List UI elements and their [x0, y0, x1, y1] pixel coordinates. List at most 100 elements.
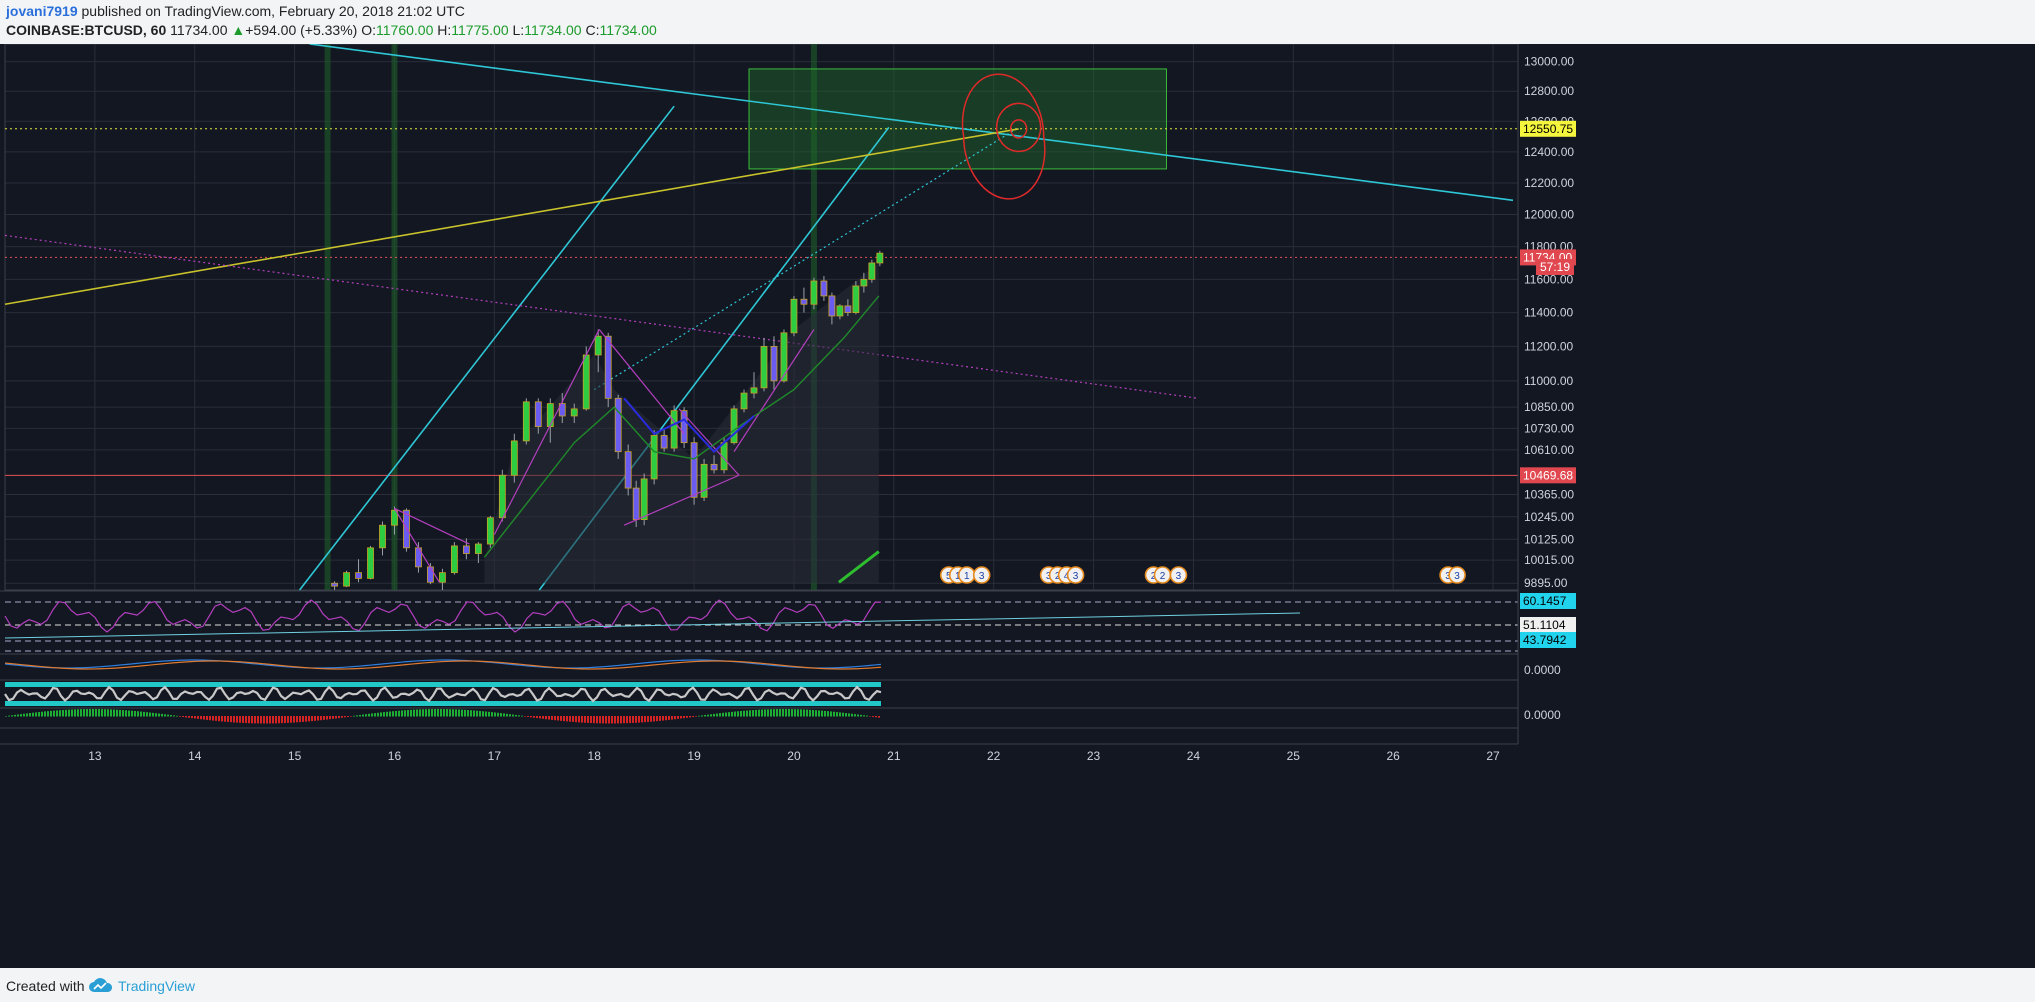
histogram-bar — [842, 712, 844, 717]
histogram-bar — [20, 714, 22, 717]
histogram-bar — [635, 716, 637, 723]
event-count-label: 3 — [979, 571, 985, 582]
histogram-bar — [77, 709, 79, 717]
histogram-bar — [182, 716, 184, 718]
histogram-bar — [317, 716, 319, 721]
tradingview-cloud-icon[interactable] — [88, 978, 114, 994]
histogram-bar — [236, 716, 238, 723]
rsi-tag-label: 43.7942 — [1523, 633, 1567, 647]
event-marker-group[interactable]: 3 — [1169, 566, 1188, 584]
histogram-bar — [104, 709, 106, 717]
histogram-bar — [551, 716, 553, 720]
histogram-bar — [590, 716, 592, 724]
rsi-tag — [1520, 632, 1576, 648]
pattern-line — [678, 408, 740, 476]
histogram-bar — [134, 710, 136, 717]
histogram-bar — [245, 716, 247, 724]
histogram-bar — [578, 716, 580, 723]
annotation-circle-small — [1009, 119, 1028, 139]
target-zone — [748, 68, 1167, 170]
time-tick-label: 22 — [987, 749, 1001, 763]
histogram-bar — [461, 709, 463, 717]
candle-body — [828, 295, 836, 317]
histogram-bar — [29, 713, 31, 717]
candle-body — [680, 410, 688, 444]
histogram-bar — [185, 716, 187, 718]
event-marker-group[interactable]: 3 — [972, 566, 991, 584]
histogram-bar — [308, 716, 310, 722]
candle-body — [780, 332, 788, 382]
trendline-magenta — [4, 234, 1199, 399]
histogram-bar — [512, 714, 514, 717]
time-tick-label: 21 — [887, 749, 901, 763]
event-count-label: 1 — [964, 571, 970, 582]
event-marker-group[interactable]: 3 — [1066, 566, 1085, 584]
rsi-tag — [1520, 617, 1576, 633]
histogram-bar — [23, 713, 25, 717]
histogram-bar — [362, 714, 364, 717]
histogram-bar — [788, 709, 790, 717]
histogram-bar — [479, 710, 481, 717]
histogram-bar — [644, 716, 646, 723]
tradingview-brand-link[interactable]: TradingView — [118, 978, 196, 994]
time-tick-label: 14 — [188, 749, 202, 763]
blue-average-line — [623, 397, 755, 454]
economic-event-icon[interactable] — [1066, 566, 1085, 584]
histogram-bar — [83, 709, 85, 717]
histogram-bar — [338, 716, 340, 719]
histogram-bar — [59, 710, 61, 717]
histogram-bar — [539, 716, 541, 719]
author-link[interactable]: jovani7919 — [6, 3, 78, 19]
histogram-bar — [89, 709, 91, 717]
event-count-label: 1 — [955, 571, 961, 582]
change-up-icon: ▲ — [231, 22, 246, 38]
histogram-bar — [557, 716, 559, 721]
event-count-label: 3 — [1176, 571, 1182, 582]
price-tick-label: 13000.00 — [1524, 55, 1574, 69]
histogram-bar — [641, 716, 643, 723]
histogram-bar — [554, 716, 556, 721]
histogram-bar — [155, 713, 157, 717]
candle-body — [650, 435, 658, 480]
economic-event-icon[interactable] — [1169, 566, 1188, 584]
histogram-bar — [659, 716, 661, 721]
histogram-bar — [569, 716, 571, 722]
price-axis[interactable]: 13000.0012800.0012600.0012400.0012200.00… — [1517, 44, 2035, 968]
histogram-bar — [395, 710, 397, 717]
economic-event-icon[interactable] — [972, 566, 991, 584]
histogram-bar — [41, 711, 43, 717]
economic-event-icon[interactable] — [1448, 566, 1466, 584]
candle-body — [534, 401, 542, 427]
histogram-bar — [851, 713, 853, 717]
histogram-bar — [566, 716, 568, 722]
histogram-bar — [434, 709, 436, 717]
histogram-bar — [290, 716, 292, 723]
histogram-bar — [476, 710, 478, 717]
candle-body — [700, 463, 708, 498]
histogram-bar — [302, 716, 304, 722]
candle-body — [750, 387, 758, 394]
histogram-bar — [710, 714, 712, 717]
trendline-cyan — [298, 105, 675, 591]
symbol-label[interactable]: COINBASE:BTCUSD, 60 — [6, 22, 167, 38]
price-tag — [1520, 467, 1576, 484]
histogram-bar — [527, 716, 529, 717]
change-value: +594.00 (+5.33%) — [245, 22, 358, 38]
candle-body — [546, 403, 554, 427]
price-tick-label: 11200.00 — [1524, 339, 1573, 353]
histogram-bar — [503, 713, 505, 717]
histogram-bar — [158, 713, 160, 717]
candle-body — [510, 440, 518, 476]
price-tag — [1536, 259, 1574, 276]
candle-body — [836, 305, 844, 317]
histogram-bar — [38, 712, 40, 717]
histogram-bar — [209, 716, 211, 721]
time-axis[interactable]: 13 14 15 16 17 18 19 20 21 22 23 24 25 26 27 — [0, 743, 2035, 768]
histogram-bar — [356, 715, 358, 717]
histogram-bar — [815, 710, 817, 717]
